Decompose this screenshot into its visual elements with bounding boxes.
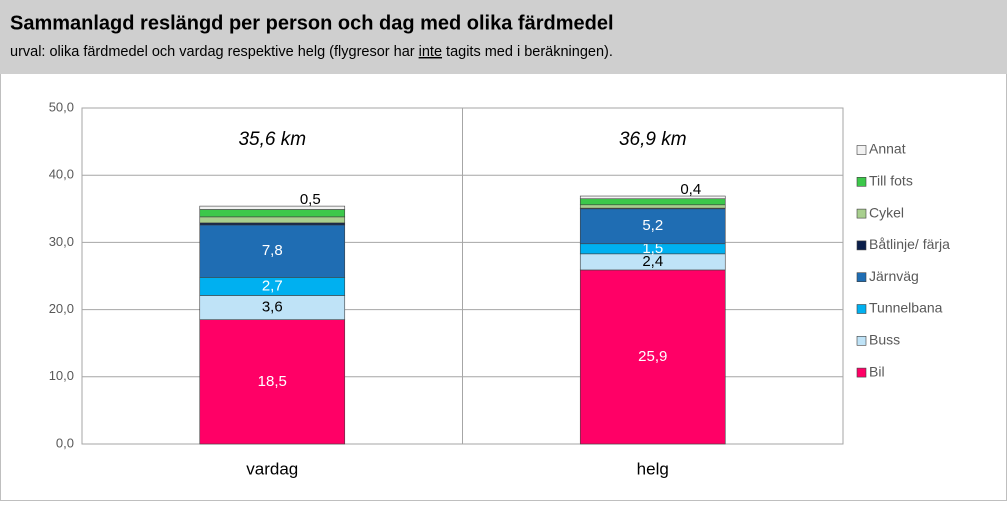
legend-label: Tunnelbana	[869, 300, 943, 316]
legend-label: Till fots	[869, 173, 913, 189]
legend-swatch	[856, 335, 867, 346]
legend-swatch	[856, 208, 867, 219]
subtitle-part: tagits med i beräkningen).	[442, 44, 613, 60]
bar-segment	[579, 195, 726, 200]
bar-segment	[199, 224, 346, 278]
bar-segment	[579, 269, 726, 445]
bar-segment	[199, 319, 346, 445]
legend-label: Bil	[869, 363, 885, 379]
value-label: 0,5	[300, 191, 321, 208]
x-tick-label: helg	[637, 459, 669, 478]
value-label: 1,1	[286, 190, 307, 207]
y-tick-label: 50,0	[49, 99, 74, 114]
annotation: 35,6 km	[238, 129, 306, 150]
legend-swatch	[856, 272, 867, 283]
legend-label: Buss	[869, 332, 900, 348]
y-tick-label: 40,0	[49, 167, 74, 182]
legend-swatch	[856, 304, 867, 314]
bar-segment	[579, 198, 726, 206]
legend-swatch	[856, 145, 867, 155]
value-label: 0,9	[666, 180, 687, 197]
y-tick-label: 20,0	[49, 301, 74, 316]
y-tick-label: 30,0	[49, 234, 74, 249]
y-tick-label: 10,0	[49, 368, 74, 383]
legend-swatch	[856, 367, 867, 378]
value-label: 5,2	[642, 217, 663, 234]
legend-label: Annat	[869, 141, 906, 157]
value-label: 0,4	[680, 181, 701, 198]
value-label: 18,5	[258, 373, 287, 390]
chart-subtitle: urval: olika färdmedel och vardag respek…	[10, 44, 613, 60]
legend-swatch	[856, 177, 867, 187]
bar-segment	[199, 205, 346, 210]
bar-segment	[199, 216, 346, 224]
value-label: 2,7	[262, 277, 283, 294]
subtitle-part: urval: olika färdmedel och vardag respek…	[10, 44, 419, 60]
value-label: 3,6	[262, 299, 283, 316]
value-label: 2,4	[642, 253, 663, 270]
bar-segment	[199, 295, 346, 320]
plot-frame	[81, 107, 844, 445]
value-label: 7,8	[262, 242, 283, 259]
header-band	[0, 0, 1007, 74]
annotation: 36,9 km	[619, 129, 687, 150]
y-tick-label: 0,0	[56, 435, 74, 450]
bar-segment	[199, 209, 346, 218]
subtitle-part: inte	[419, 44, 442, 60]
legend-label: Båtlinje/ färja	[869, 236, 950, 252]
bar-segment	[199, 222, 346, 226]
legend-label: Cykel	[869, 204, 904, 220]
value-label: 25,9	[638, 348, 667, 365]
bar-segment	[579, 204, 726, 209]
x-tick-label: vardag	[246, 459, 298, 478]
legend-swatch	[856, 240, 867, 251]
legend-label: Järnväg	[869, 268, 919, 284]
chart-title: Sammanlagd reslängd per person och dag m…	[10, 12, 614, 34]
bar-segment	[579, 208, 726, 245]
